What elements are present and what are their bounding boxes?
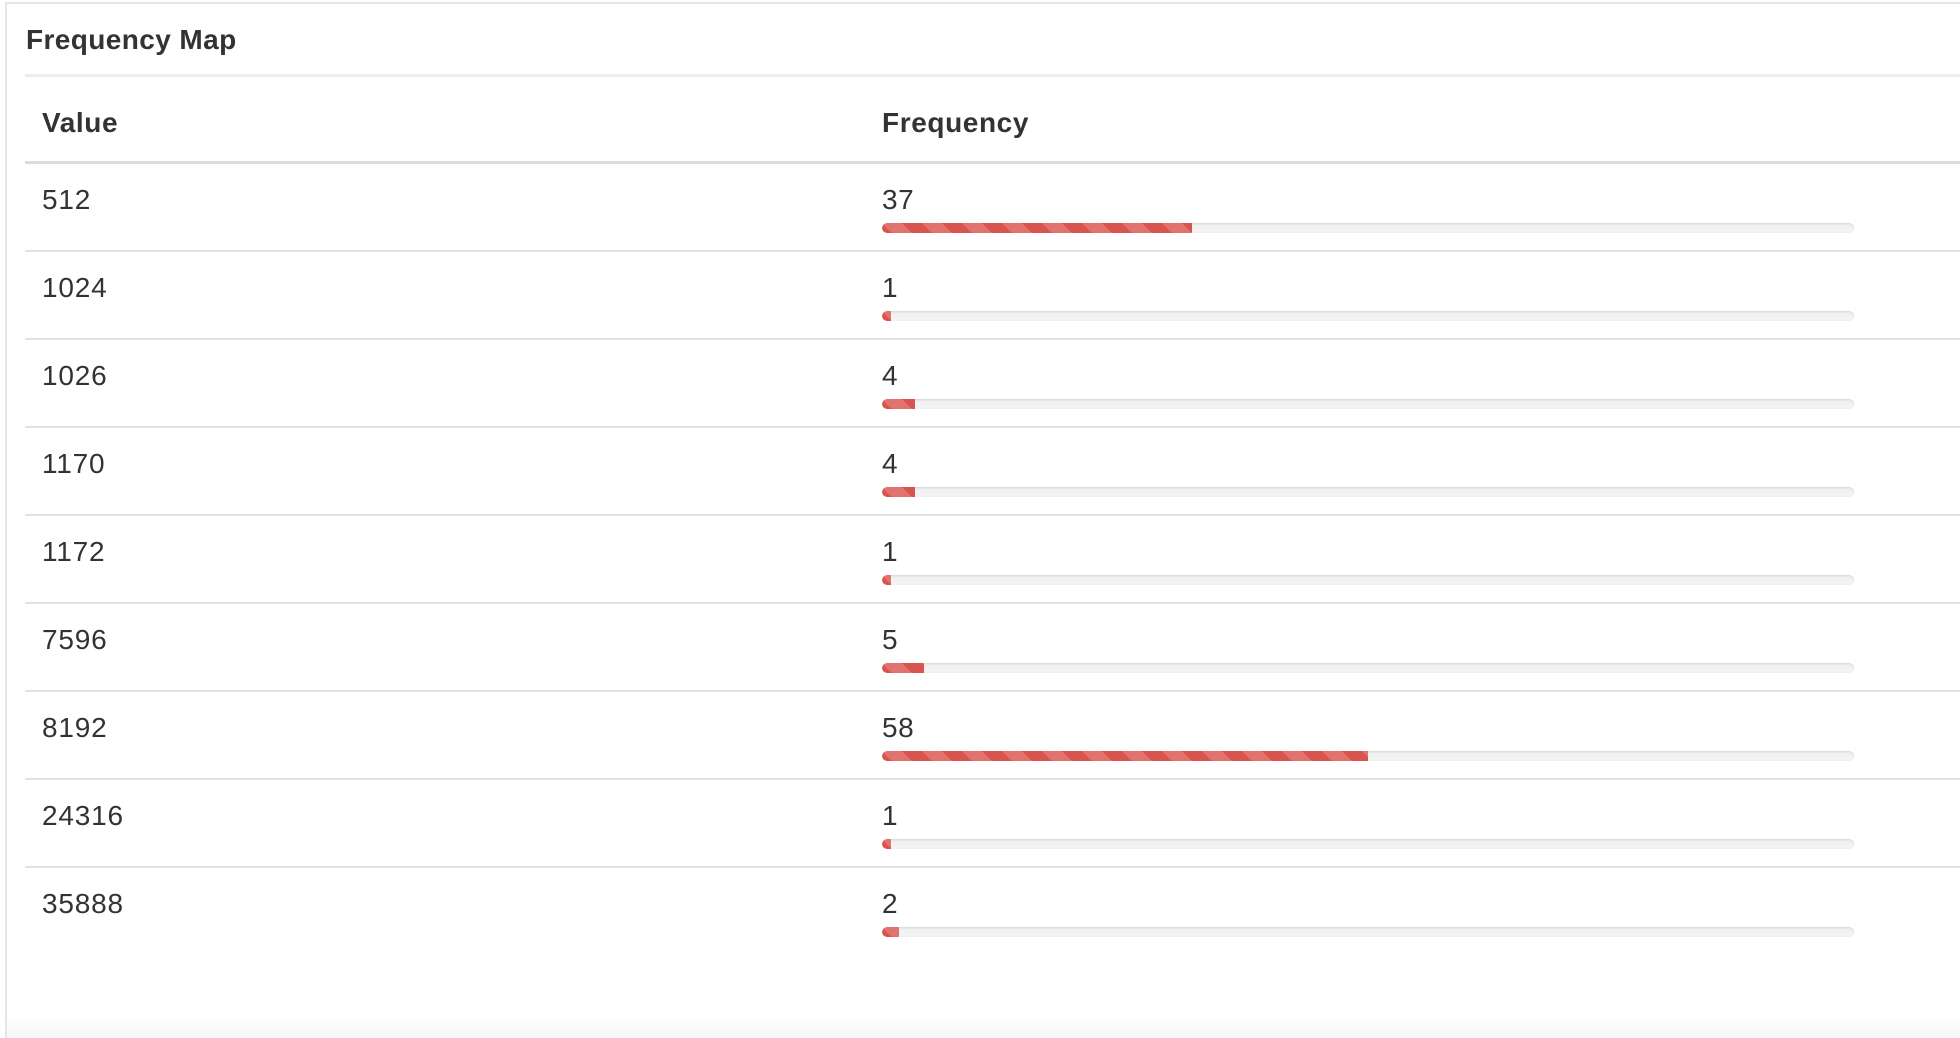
frequency-cell: 1 [882,536,899,567]
table-row: 1026 4 [25,340,1960,428]
frequency-bar-fill [882,663,924,673]
value-cell: 512 [42,184,92,215]
frequency-cell: 37 [882,184,915,215]
value-cell: 1026 [42,360,108,391]
frequency-table: Value Frequency 512 37 1024 1 1026 4 117… [25,77,1960,954]
frequency-cell: 5 [882,624,899,655]
frequency-bar-fill [882,223,1193,233]
frequency-progress-bar [882,399,1854,409]
frequency-cell: 4 [882,360,899,391]
frequency-cell: 4 [882,448,899,479]
frequency-bar-fill [882,487,916,497]
frequency-progress-bar [882,839,1854,849]
frequency-progress-bar [882,487,1854,497]
table-row: 1172 1 [25,516,1960,604]
value-cell: 1024 [42,272,108,303]
column-header-frequency[interactable]: Frequency [882,107,1029,138]
frequency-bar-fill [882,575,891,585]
value-cell: 1172 [42,536,106,567]
frequency-progress-bar [882,311,1854,321]
column-header-value[interactable]: Value [42,107,119,138]
value-cell: 24316 [42,800,124,831]
frequency-progress-bar [882,663,1854,673]
frequency-progress-bar [882,927,1854,937]
table-row: 24316 1 [25,780,1960,868]
frequency-cell: 1 [882,800,899,831]
frequency-bar-fill [882,399,916,409]
frequency-cell: 58 [882,712,915,743]
frequency-bar-fill [882,311,891,321]
frequency-bar-fill [882,927,899,937]
frequency-cell: 1 [882,272,899,303]
value-cell: 7596 [42,624,108,655]
title-divider [25,74,1960,77]
table-row: 8192 58 [25,692,1960,780]
table-row: 1170 4 [25,428,1960,516]
frequency-cell: 2 [882,888,899,919]
table-header: Value Frequency [25,77,1960,164]
value-cell: 35888 [42,888,124,919]
table-row: 35888 2 [25,868,1960,954]
frequency-bar-fill [882,751,1368,761]
table-row: 7596 5 [25,604,1960,692]
frequency-map-panel: Frequency Map Value Frequency 512 37 102… [5,2,1960,1038]
value-cell: 8192 [42,712,108,743]
value-cell: 1170 [42,448,106,479]
frequency-progress-bar [882,223,1854,233]
frequency-progress-bar [882,575,1854,585]
panel-title: Frequency Map [26,24,237,55]
frequency-progress-bar [882,751,1854,761]
table-row: 1024 1 [25,252,1960,340]
frequency-bar-fill [882,839,891,849]
table-row: 512 37 [25,164,1960,252]
panel-bottom-edge [7,1016,1960,1038]
